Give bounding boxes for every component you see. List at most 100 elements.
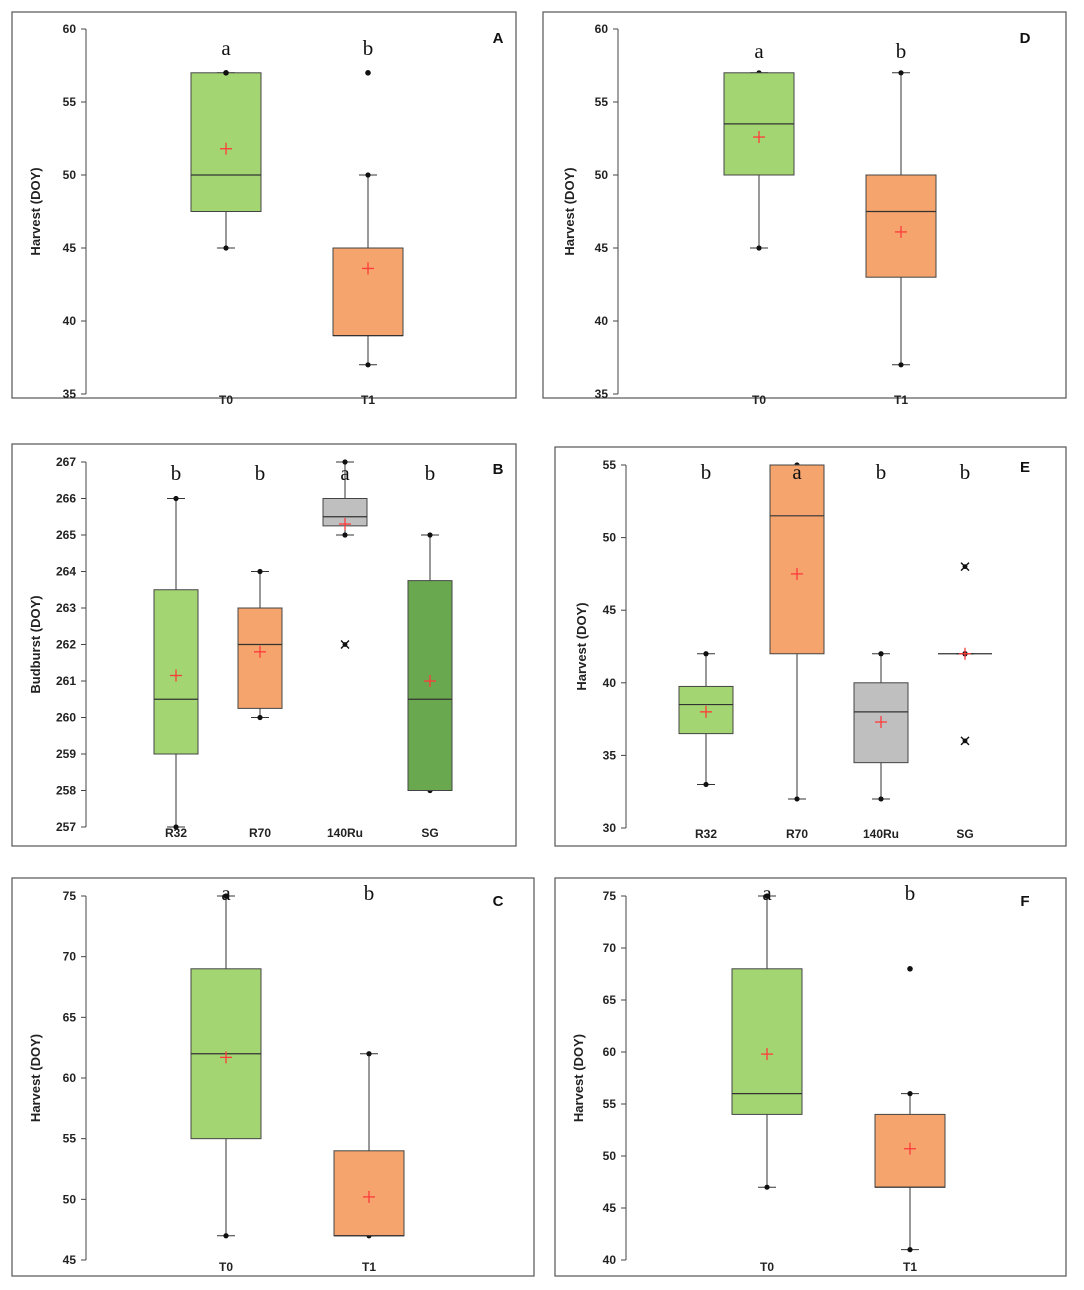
mean-marker — [362, 262, 374, 275]
box-t1: b T1 — [333, 881, 405, 1274]
y-tick-label: 257 — [56, 820, 76, 834]
max-point — [342, 459, 348, 465]
box-r32: b R32 — [153, 461, 199, 840]
panel-f-letter: F — [1020, 893, 1029, 910]
min-point — [764, 1184, 770, 1190]
significance-letter: a — [754, 39, 764, 63]
significance-letter: b — [896, 39, 907, 63]
panel-a-letter: A — [493, 30, 504, 47]
x-tick-label: R70 — [786, 827, 808, 841]
panel-c-letter: C — [493, 893, 504, 910]
x-tick-label: T1 — [903, 1260, 917, 1274]
max-point — [907, 1091, 913, 1097]
y-tick-label: 266 — [56, 492, 76, 506]
significance-letter: a — [762, 881, 772, 905]
x-tick-label: T0 — [760, 1260, 774, 1274]
box-sg: b SG — [407, 461, 453, 840]
x-tick-label: R70 — [249, 826, 271, 840]
y-tick-label: 40 — [63, 314, 77, 328]
panel-b-y-axis-label: Budburst (DOY) — [28, 595, 43, 693]
max-point — [173, 495, 179, 502]
max-point — [365, 172, 371, 178]
mean-marker — [363, 1190, 375, 1203]
max-point — [703, 651, 709, 657]
box-rect — [190, 72, 262, 212]
min-point — [898, 362, 904, 368]
y-tick-label: 60 — [63, 22, 77, 36]
min-point — [703, 781, 709, 788]
y-tick-label: 45 — [595, 241, 609, 255]
significance-letter: a — [221, 881, 231, 905]
x-tick-label: T0 — [752, 393, 766, 407]
box-r70: b R70 — [237, 461, 283, 840]
box-t1: b T1 — [332, 36, 404, 407]
y-tick-label: 264 — [56, 565, 76, 579]
box-t0: a T0 — [190, 36, 262, 407]
box-t1: b T1 — [865, 39, 937, 407]
y-tick-label: 60 — [595, 22, 609, 36]
min-point — [794, 796, 800, 802]
box-t0: a T0 — [731, 881, 803, 1274]
panel-c-frame — [11, 877, 535, 1277]
max-point — [366, 1051, 372, 1057]
y-tick-label: 40 — [603, 1253, 617, 1267]
y-tick-label: 263 — [56, 601, 76, 615]
min-point — [223, 1233, 229, 1239]
significance-letter: a — [340, 461, 350, 485]
x-tick-label: T1 — [894, 393, 908, 407]
panel-f: 40 45 50 55 60 65 70 75 Harvest (DOY) Fa T0 b T1 — [554, 877, 1067, 1277]
mean-marker — [424, 675, 436, 687]
box-t0: a T0 — [190, 881, 262, 1274]
y-tick-label: 35 — [603, 748, 617, 762]
y-tick-label: 60 — [603, 1045, 617, 1059]
y-tick-label: 70 — [63, 950, 77, 964]
min-point — [878, 796, 884, 802]
min-point — [257, 714, 263, 721]
panel-e: 30 35 40 45 50 55 Harvest (DOY) Eb R32 a R70 b 140Ru… — [554, 446, 1067, 847]
significance-letter: a — [221, 36, 231, 60]
significance-letter: b — [960, 460, 971, 484]
box-rect — [769, 464, 825, 655]
min-point — [342, 532, 348, 538]
max-point — [898, 70, 904, 76]
x-tick-label: T0 — [219, 1260, 233, 1274]
panel-b: 257 258 259 260 261 262 263 264 265 266 267 Budburs… — [11, 443, 517, 847]
significance-letter: b — [363, 36, 374, 60]
outlier-x-b — [960, 736, 970, 746]
y-tick-label: 65 — [603, 993, 617, 1007]
x-tick-label: SG — [421, 826, 438, 840]
significance-letter: b — [425, 461, 436, 485]
y-tick-label: 65 — [63, 1010, 77, 1024]
x-tick-label: T1 — [361, 393, 375, 407]
y-tick-label: 35 — [63, 387, 77, 401]
significance-letter: a — [792, 460, 802, 484]
x-tick-label: SG — [956, 827, 973, 841]
panel-a-y-axis-label: Harvest (DOY) — [28, 167, 43, 255]
y-tick-label: 30 — [603, 821, 617, 835]
panel-c-y-axis-label: Harvest (DOY) — [28, 1034, 43, 1122]
outlier-x-b — [960, 562, 970, 572]
panel-d-frame — [542, 11, 1067, 399]
y-tick-label: 45 — [63, 241, 77, 255]
y-tick-label: 40 — [603, 676, 617, 690]
panel-b-letter: B — [493, 461, 504, 478]
significance-letter: b — [876, 460, 887, 484]
y-tick-label: 50 — [595, 168, 609, 182]
y-tick-label: 259 — [56, 747, 76, 761]
x-tick-label: 140Ru — [863, 827, 899, 841]
box-rect — [237, 607, 283, 709]
mean-marker — [700, 705, 712, 718]
panel-f-y-axis-label: Harvest (DOY) — [571, 1034, 586, 1122]
min-point — [223, 245, 229, 251]
panel-a: 35 40 45 50 55 60 Harvest (DOY) Aa T0 b T1 — [11, 11, 517, 407]
outlier-point — [907, 966, 913, 972]
significance-letter: b — [171, 461, 182, 485]
y-tick-label: 50 — [603, 531, 617, 545]
panel-e-y-axis-label: Harvest (DOY) — [574, 602, 589, 690]
y-tick-label: 55 — [603, 1097, 617, 1111]
box-t1: b T1 — [874, 881, 946, 1274]
x-tick-label: 140Ru — [327, 826, 363, 840]
mean-marker — [220, 142, 232, 155]
y-tick-label: 45 — [603, 1201, 617, 1215]
